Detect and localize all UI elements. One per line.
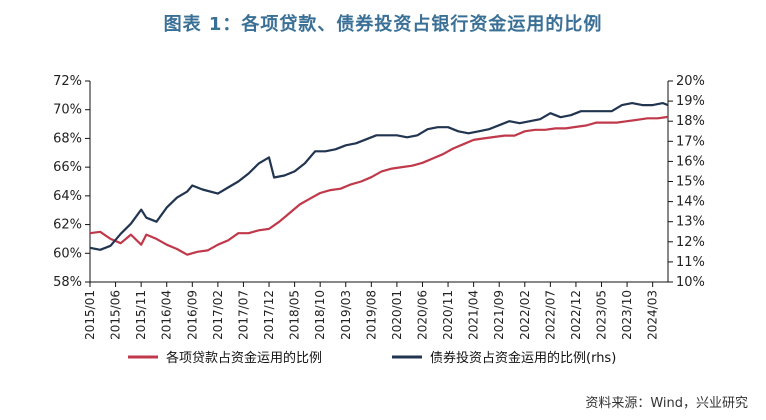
x-tick-label: 2022/12 xyxy=(569,290,583,340)
x-tick-label: 2023/05 xyxy=(595,290,609,340)
source-note: 资料来源：Wind，兴业研究 xyxy=(585,396,748,411)
x-tick-label: 2018/10 xyxy=(313,290,327,340)
right-y-tick-label: 10% xyxy=(676,275,705,290)
x-tick-label: 2019/03 xyxy=(339,290,353,340)
x-tick-label: 2015/11 xyxy=(134,290,148,340)
left-y-tick-label: 68% xyxy=(53,131,82,146)
right-y-tick-label: 16% xyxy=(676,154,705,169)
x-tick-label: 2021/09 xyxy=(492,290,506,340)
left-y-axis-labels: 58% 60% 62% 64% 66% 68% 70% 72% xyxy=(53,74,82,290)
right-y-tick-label: 20% xyxy=(676,74,705,89)
x-tick-label: 2016/09 xyxy=(185,290,199,340)
x-tick-label: 2017/07 xyxy=(236,290,250,340)
x-tick-label: 2017/12 xyxy=(262,290,276,340)
right-y-tick-label: 14% xyxy=(676,195,705,210)
right-y-tick-label: 11% xyxy=(676,255,705,270)
x-tick-label: 2016/04 xyxy=(160,290,174,340)
legend: 各项贷款占资金运用的比例 债券投资占资金运用的比例(rhs) xyxy=(128,350,616,366)
x-tick-label: 2020/01 xyxy=(390,290,404,340)
right-y-tick-label: 19% xyxy=(676,94,705,109)
right-y-tick-label: 17% xyxy=(676,134,705,149)
x-tick-label: 2015/06 xyxy=(109,290,123,340)
bond-ratio-line xyxy=(89,102,669,251)
x-axis-labels: 2015/01 2015/06 2015/11 2016/04 2016/09 2017/… xyxy=(83,290,660,340)
x-tick-label: 2024/03 xyxy=(646,290,660,340)
x-tick-label: 2020/06 xyxy=(415,290,429,340)
series-lines xyxy=(89,102,669,256)
x-tick-label: 2022/02 xyxy=(518,290,532,340)
legend-item-loan-label: 各项贷款占资金运用的比例 xyxy=(166,350,322,366)
loan-ratio-line xyxy=(89,115,669,256)
right-y-tick-label: 13% xyxy=(676,215,705,230)
left-y-tick-label: 66% xyxy=(53,160,82,175)
right-y-tick-label: 12% xyxy=(676,235,705,250)
left-y-tick-label: 60% xyxy=(53,246,82,261)
chart-title: 图表 1：各项贷款、债券投资占银行资金运用的比例 xyxy=(163,14,603,35)
x-tick-label: 2021/04 xyxy=(467,290,481,340)
axes xyxy=(85,80,673,287)
x-tick-label: 2017/02 xyxy=(211,290,225,340)
left-y-tick-label: 62% xyxy=(53,218,82,233)
x-tick-label: 2018/05 xyxy=(288,290,302,340)
left-y-tick-label: 64% xyxy=(53,189,82,204)
left-y-tick-label: 58% xyxy=(53,275,82,290)
x-tick-label: 2023/10 xyxy=(620,290,634,340)
x-tick-label: 2019/08 xyxy=(364,290,378,340)
legend-item-bond-label: 债券投资占资金运用的比例(rhs) xyxy=(430,350,616,366)
right-y-axis-labels: 10% 11% 12% 13% 14% 15% 16% 17% 18% 19% 20% xyxy=(676,74,705,290)
left-y-tick-label: 72% xyxy=(53,74,82,89)
right-y-tick-label: 15% xyxy=(676,175,705,190)
x-tick-label: 2020/11 xyxy=(441,290,455,340)
left-y-tick-label: 70% xyxy=(53,103,82,118)
x-tick-label: 2015/01 xyxy=(83,290,97,340)
right-y-tick-label: 18% xyxy=(676,114,705,129)
x-tick-label: 2022/07 xyxy=(543,290,557,340)
